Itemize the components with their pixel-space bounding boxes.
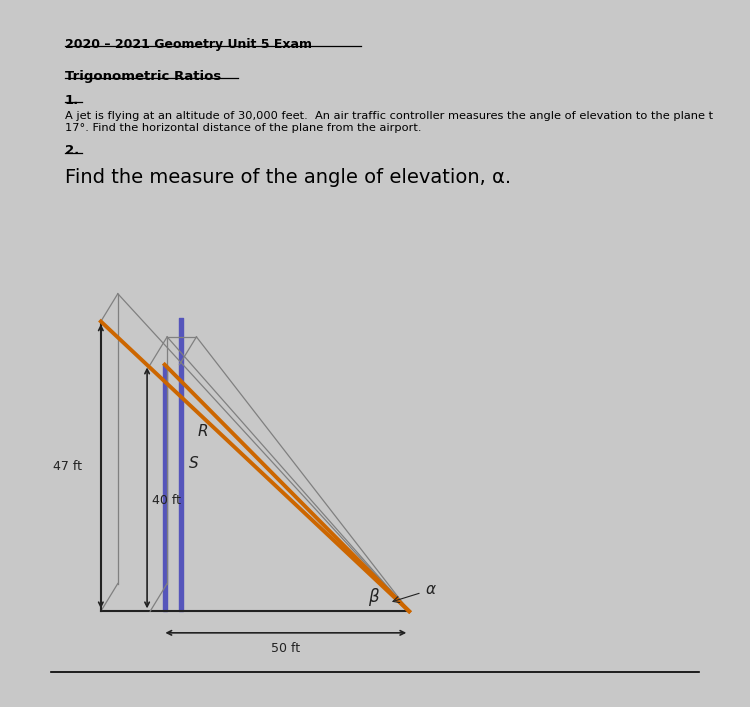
Text: 1.: 1.: [64, 93, 79, 107]
Text: 2020 – 2021 Geometry Unit 5 Exam: 2020 – 2021 Geometry Unit 5 Exam: [64, 38, 312, 51]
Text: $\alpha$: $\alpha$: [393, 583, 436, 602]
Text: 2.: 2.: [64, 144, 79, 158]
Text: S: S: [189, 456, 199, 471]
Text: 40 ft: 40 ft: [152, 493, 181, 507]
Text: A jet is flying at an altitude of 30,000 feet.  An air traffic controller measur: A jet is flying at an altitude of 30,000…: [64, 111, 713, 133]
Text: $\beta$: $\beta$: [368, 586, 380, 609]
Text: Trigonometric Ratios: Trigonometric Ratios: [64, 70, 221, 83]
Text: 47 ft: 47 ft: [53, 460, 82, 473]
Text: 50 ft: 50 ft: [272, 642, 301, 655]
Text: R: R: [198, 423, 208, 439]
Text: Find the measure of the angle of elevation, α.: Find the measure of the angle of elevati…: [64, 168, 511, 187]
